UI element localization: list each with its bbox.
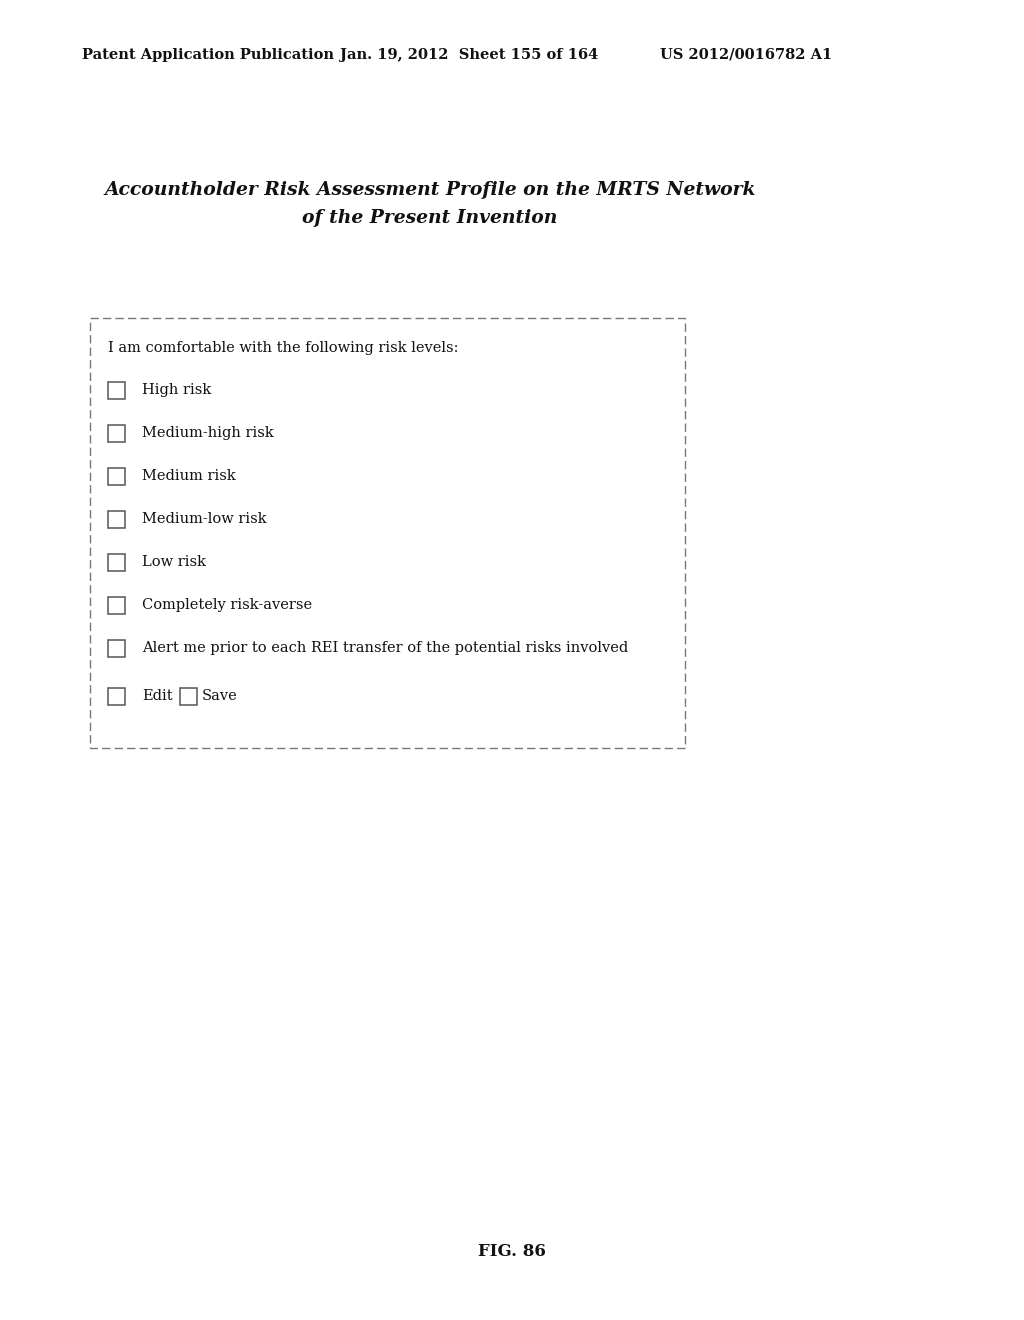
Text: Save: Save	[202, 689, 238, 704]
Text: I am comfortable with the following risk levels:: I am comfortable with the following risk…	[108, 341, 459, 355]
Bar	[108, 688, 125, 705]
Text: of the Present Invention: of the Present Invention	[302, 209, 558, 227]
Text: Jan. 19, 2012  Sheet 155 of 164: Jan. 19, 2012 Sheet 155 of 164	[340, 48, 598, 62]
Text: Medium-high risk: Medium-high risk	[142, 426, 273, 440]
Text: Medium risk: Medium risk	[142, 469, 236, 483]
Bar	[108, 381, 125, 399]
Text: Edit: Edit	[142, 689, 173, 704]
Text: US 2012/0016782 A1: US 2012/0016782 A1	[660, 48, 833, 62]
Bar	[180, 688, 197, 705]
Text: Accountholder Risk Assessment Profile on the MRTS Network: Accountholder Risk Assessment Profile on…	[104, 181, 756, 199]
Text: Low risk: Low risk	[142, 554, 206, 569]
Bar	[108, 553, 125, 570]
Text: Completely risk-averse: Completely risk-averse	[142, 598, 312, 612]
Bar	[108, 597, 125, 614]
Text: FIG. 86: FIG. 86	[478, 1243, 546, 1261]
Text: Medium-low risk: Medium-low risk	[142, 512, 266, 525]
Bar	[90, 318, 685, 748]
Bar	[108, 425, 125, 441]
Bar	[108, 511, 125, 528]
Text: High risk: High risk	[142, 383, 211, 397]
Bar	[108, 467, 125, 484]
Bar	[108, 639, 125, 656]
Text: Patent Application Publication: Patent Application Publication	[82, 48, 334, 62]
Text: Alert me prior to each REI transfer of the potential risks involved: Alert me prior to each REI transfer of t…	[142, 642, 629, 655]
